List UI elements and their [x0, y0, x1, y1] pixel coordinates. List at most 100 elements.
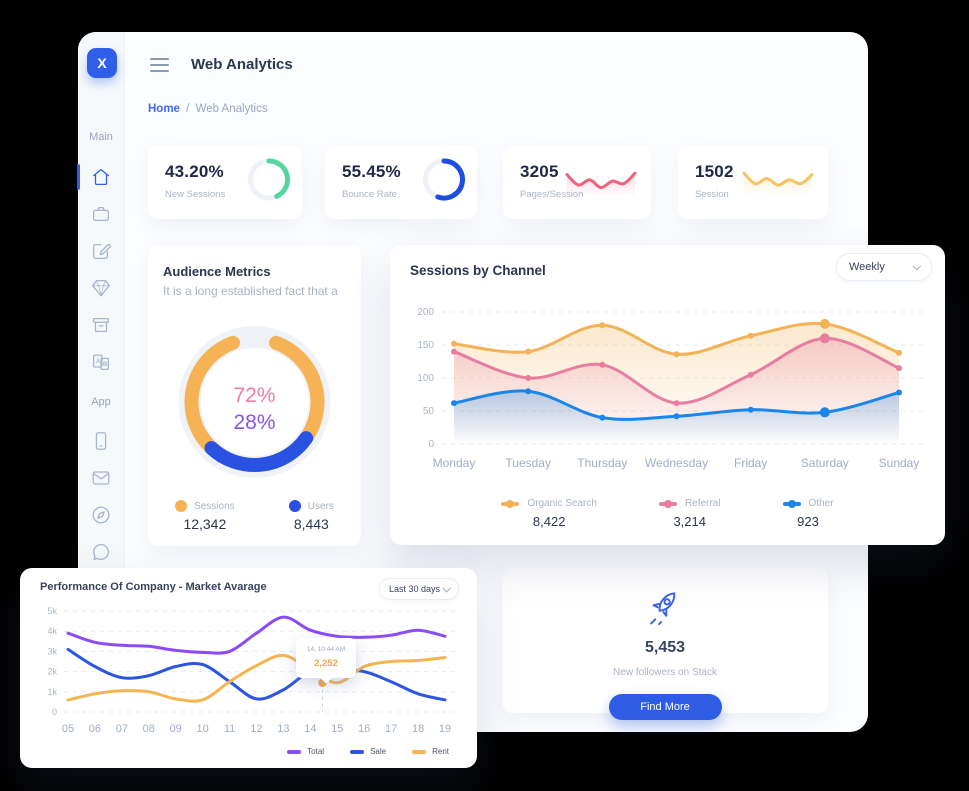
- mobile-icon: [90, 432, 112, 456]
- sidebar-item-premium[interactable]: [90, 277, 112, 299]
- svg-text:07: 07: [116, 723, 128, 735]
- legend-item-sessions: Sessions 12,342: [175, 500, 235, 532]
- svg-text:08: 08: [143, 723, 155, 735]
- breadcrumb-current: Web Analytics: [195, 103, 268, 115]
- followers-card: 5,453 New followers on Stack Find More: [502, 568, 828, 720]
- svg-text:06: 06: [89, 723, 101, 735]
- breadcrumb-home-link[interactable]: Home: [148, 103, 180, 115]
- svg-text:Tuesday: Tuesday: [505, 456, 551, 470]
- sidebar-item-chat[interactable]: [90, 541, 112, 563]
- svg-text:Saturday: Saturday: [801, 456, 849, 470]
- svg-text:12: 12: [250, 723, 262, 735]
- svg-text:16: 16: [358, 723, 370, 735]
- sparkline: [740, 161, 818, 204]
- svg-text:50: 50: [423, 406, 435, 417]
- sidebar-item-mail[interactable]: [90, 467, 112, 489]
- svg-text:3k: 3k: [47, 646, 57, 656]
- sessions-line-chart: 0 50 100 150 200 Monday Tuesday Thursday Wed…: [390, 245, 945, 495]
- performance-card: Performance Of Company - Market Avarage …: [20, 568, 477, 768]
- progress-ring: [421, 157, 467, 208]
- progress-ring: [246, 157, 292, 208]
- rocket-icon: [502, 586, 828, 633]
- stat-value: 3205: [520, 162, 559, 181]
- last-30-days-dropdown[interactable]: Last 30 days: [379, 578, 459, 600]
- audience-title: Audience Metrics: [163, 264, 271, 279]
- active-indicator: [77, 164, 80, 190]
- performance-title: Performance Of Company - Market Avarage: [40, 581, 267, 593]
- followers-label: New followers on Stack: [613, 667, 717, 678]
- sessions-by-channel-card: Sessions by Channel Weekly 0 50: [390, 245, 945, 545]
- legend-item-referral: Referral 3,214: [658, 498, 721, 529]
- breadcrumb-separator: /: [186, 103, 190, 115]
- svg-text:1k: 1k: [47, 687, 57, 697]
- stat-value: 43.20%: [165, 162, 224, 181]
- sessions-title: Sessions by Channel: [410, 263, 546, 278]
- legend-item-total: Total: [287, 747, 324, 756]
- legend-swatch: [412, 749, 427, 754]
- compose-icon: [90, 243, 112, 266]
- sessions-legend: Organic Search 8,422 Referral 3,214 Othe…: [390, 498, 945, 529]
- audience-legend: Sessions 12,342 Users 8,443: [148, 500, 361, 532]
- svg-text:05: 05: [62, 723, 74, 735]
- home-icon: [90, 169, 112, 192]
- stat-card-bounce-rate: 55.45% Bounce Rate: [325, 145, 477, 219]
- svg-text:4k: 4k: [47, 626, 57, 636]
- mail-icon: [90, 471, 112, 493]
- audience-donut-chart: [148, 245, 361, 495]
- sidebar-section-app: App: [91, 396, 111, 408]
- sidebar-item-compass[interactable]: [90, 504, 112, 526]
- svg-text:Sunday: Sunday: [879, 456, 920, 470]
- sidebar-item-mobile[interactable]: [90, 430, 112, 452]
- diamond-icon: [90, 280, 112, 303]
- compass-icon: [90, 506, 112, 530]
- svg-text:Friday: Friday: [734, 456, 767, 470]
- legend-swatch: [782, 499, 801, 508]
- svg-text:100: 100: [417, 373, 434, 384]
- find-more-button[interactable]: Find More: [608, 694, 722, 720]
- svg-text:Monday: Monday: [433, 456, 476, 470]
- sidebar-item-compose[interactable]: [90, 240, 112, 262]
- stat-label: Session: [695, 189, 729, 200]
- weekly-dropdown[interactable]: Weekly: [836, 253, 932, 281]
- donut-center-top: 72%: [233, 384, 276, 407]
- svg-text:2k: 2k: [47, 667, 57, 677]
- app-logo[interactable]: X: [87, 48, 117, 78]
- svg-text:14: 14: [304, 723, 316, 735]
- legend-item-other: Other 923: [782, 498, 834, 529]
- performance-legend: Total Sale Rent: [287, 747, 449, 756]
- legend-item-rent: Rent: [412, 747, 449, 756]
- legend-dot: [175, 500, 188, 512]
- sidebar-item-archive[interactable]: [90, 314, 112, 336]
- stat-card-new-sessions: 43.20% New Sessions: [148, 145, 302, 219]
- stat-label: Bounce Rate: [342, 189, 397, 200]
- menu-toggle-icon[interactable]: [150, 58, 169, 76]
- svg-text:10: 10: [196, 723, 208, 735]
- svg-text:Wednesday: Wednesday: [645, 456, 708, 470]
- legend-item-organic-search: Organic Search 8,422: [501, 498, 597, 529]
- stat-label: New Sessions: [165, 189, 226, 200]
- archive-icon: [90, 317, 112, 340]
- page-title: Web Analytics: [191, 56, 293, 73]
- sparkline: [563, 161, 641, 204]
- stat-card-session: 1502 Session: [678, 145, 828, 219]
- sidebar-item-home[interactable]: [77, 164, 112, 190]
- legend-dot: [288, 500, 301, 512]
- svg-text:19: 19: [439, 723, 451, 735]
- svg-text:11: 11: [224, 723, 235, 735]
- breadcrumb: Home / Web Analytics: [148, 103, 268, 115]
- stat-value: 1502: [695, 162, 734, 181]
- svg-text:200: 200: [417, 307, 434, 318]
- legend-swatch: [658, 499, 677, 508]
- sidebar-item-briefcase[interactable]: [90, 203, 112, 225]
- svg-text:17: 17: [385, 723, 397, 735]
- stat-label: Pages/Session: [520, 189, 584, 200]
- svg-text:0: 0: [428, 439, 434, 450]
- legend-swatch: [287, 749, 302, 754]
- followers-count: 5,453: [644, 639, 686, 656]
- briefcase-icon: [90, 206, 112, 229]
- chat-icon: [90, 544, 112, 567]
- svg-text:18: 18: [412, 723, 424, 735]
